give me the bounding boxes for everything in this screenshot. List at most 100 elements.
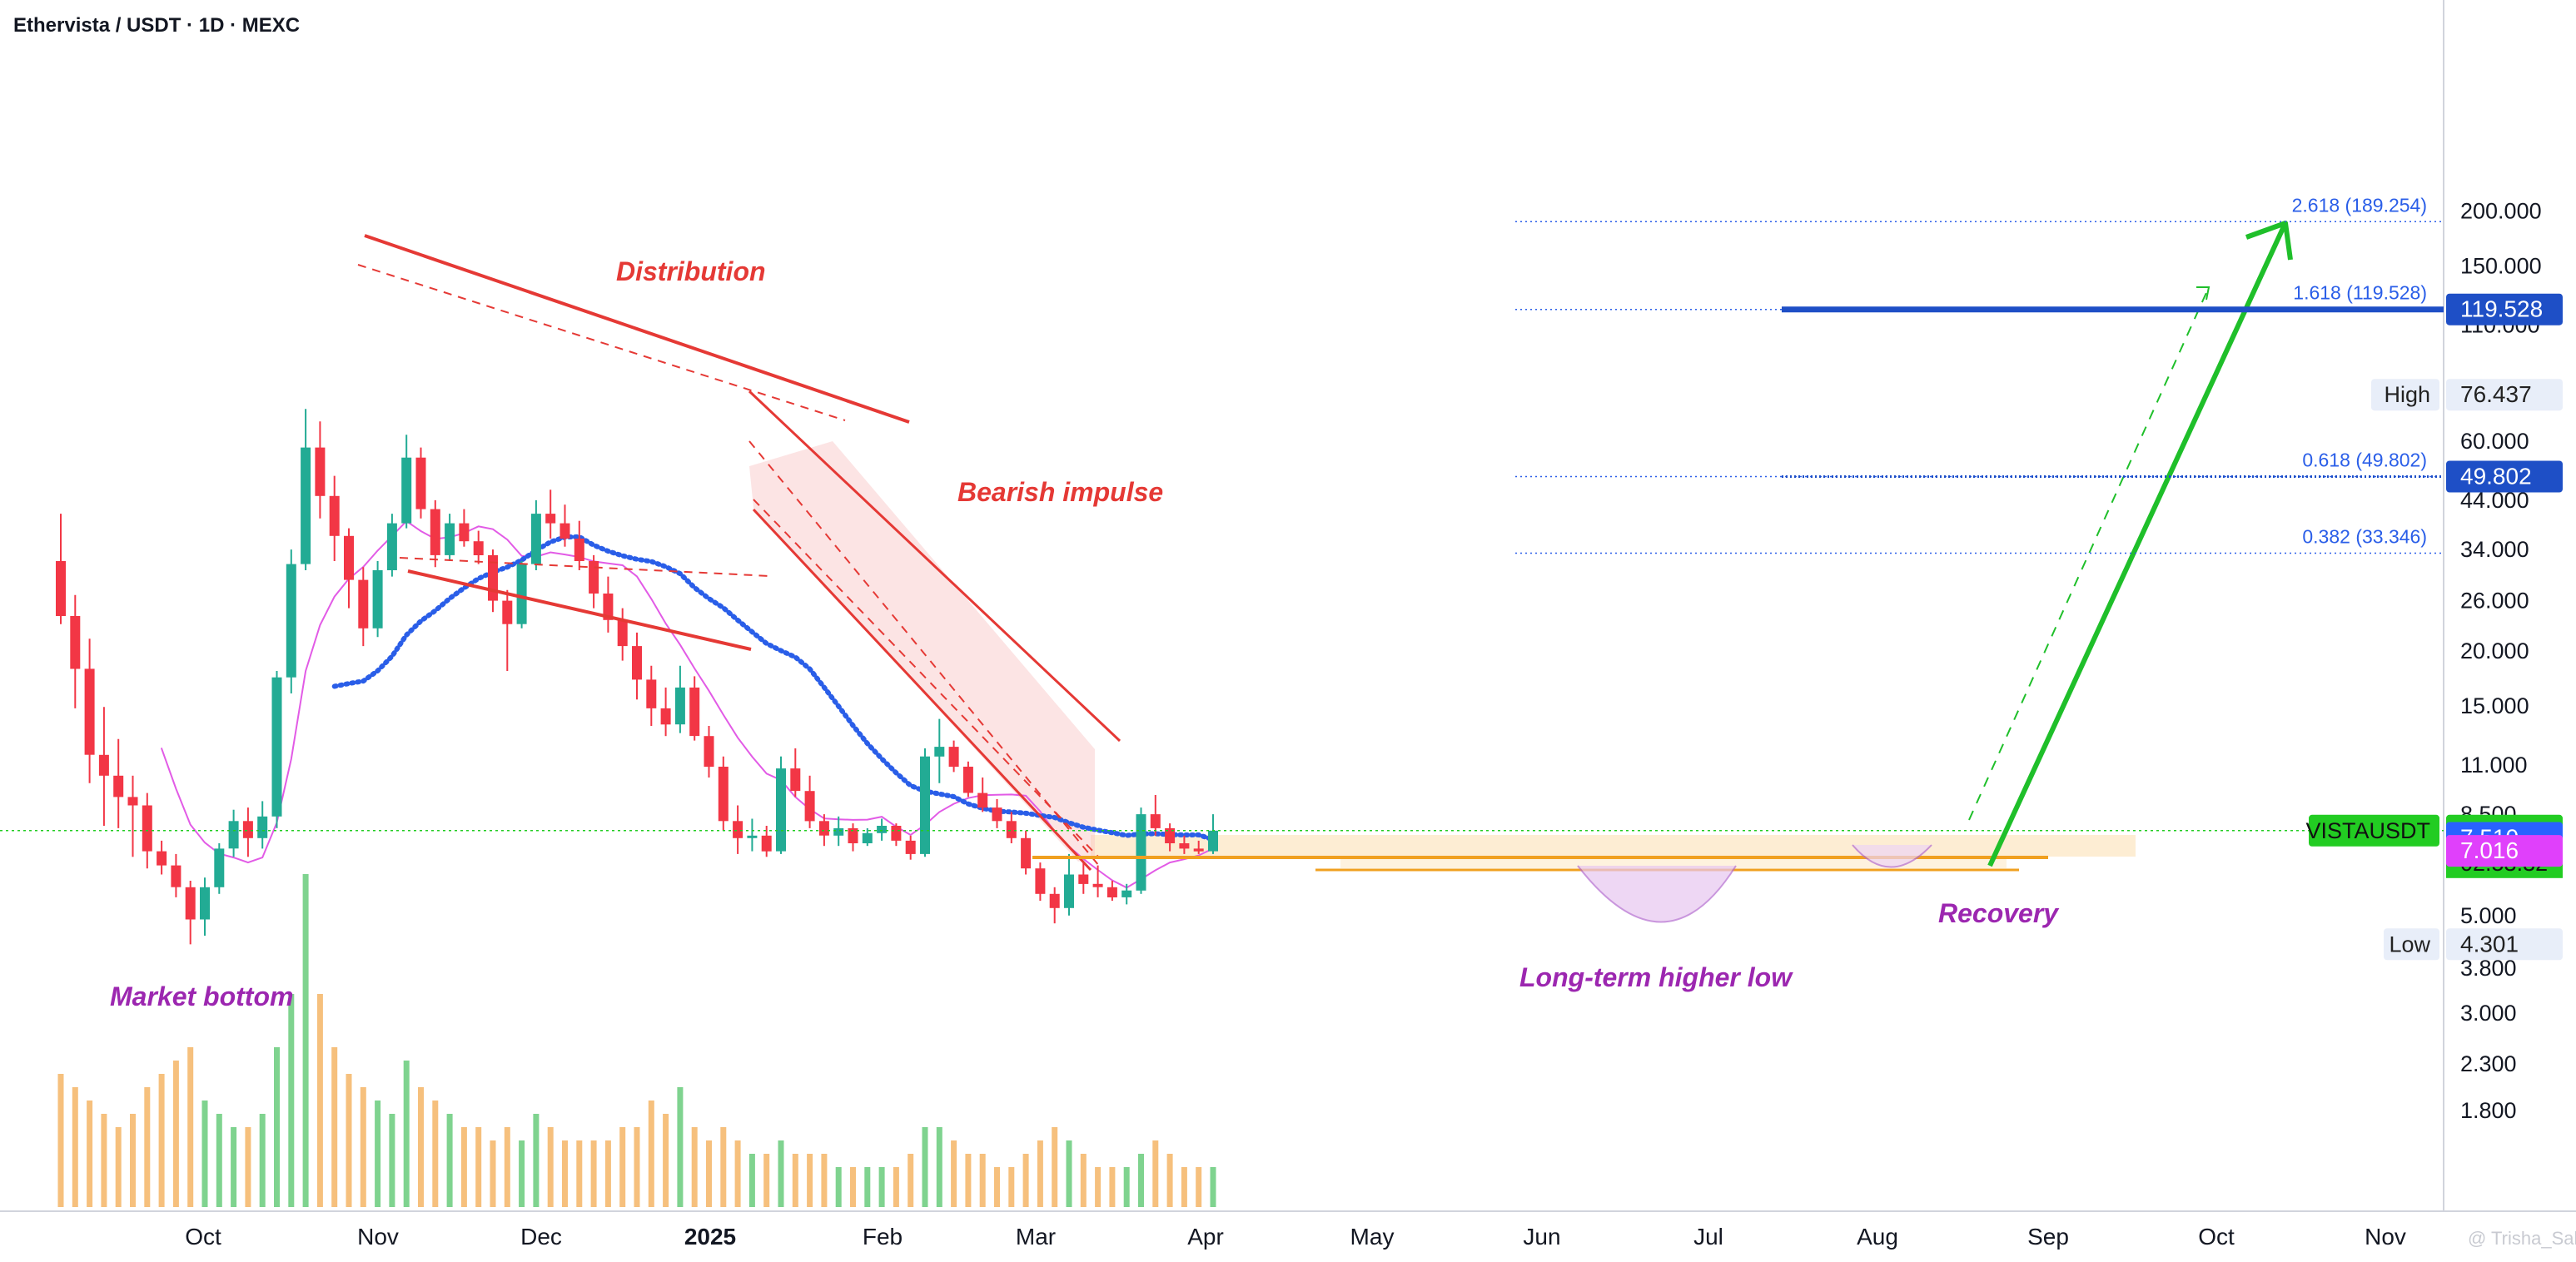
volume-bar xyxy=(691,1127,698,1207)
price-badge-low[interactable]: Low 4.301 xyxy=(2384,928,2563,961)
candle xyxy=(185,881,196,945)
candle xyxy=(386,514,397,577)
fib-level[interactable]: 0.382 (33.346) xyxy=(1515,526,2444,554)
price-badge-fib-1618[interactable]: 119.528 xyxy=(2446,293,2563,325)
volume-bar xyxy=(951,1140,957,1207)
volume-bar xyxy=(619,1127,626,1207)
candle xyxy=(459,509,470,547)
price-tick-label: 60.000 xyxy=(2460,429,2529,454)
volume-bar xyxy=(748,1154,755,1207)
price-tick-label: 200.000 xyxy=(2460,199,2542,224)
time-tick-label: Mar xyxy=(1016,1224,1056,1250)
volume-bar xyxy=(1022,1154,1029,1207)
volume-bar xyxy=(490,1140,496,1207)
time-tick-label: Jul xyxy=(1693,1224,1723,1250)
candle xyxy=(934,718,945,783)
candle xyxy=(473,530,484,564)
volume-bar xyxy=(158,1074,165,1207)
volume-bar xyxy=(302,874,309,1207)
candle xyxy=(200,877,210,936)
candle xyxy=(632,632,642,700)
fib-level[interactable]: 2.618 (189.254) xyxy=(1515,194,2444,223)
candle xyxy=(747,818,758,852)
time-tick-label: Dec xyxy=(520,1224,562,1250)
candle xyxy=(617,608,628,661)
volume-bar xyxy=(288,994,295,1207)
candle xyxy=(1150,795,1161,836)
price-tick-label: 34.000 xyxy=(2460,537,2529,562)
candle xyxy=(891,823,902,847)
time-tick-label: Nov xyxy=(357,1224,399,1250)
volume-bar xyxy=(763,1154,770,1207)
fib-level-label: 0.382 (33.346) xyxy=(2302,526,2427,548)
candle xyxy=(488,549,498,613)
price-badge-value: 4.301 xyxy=(2460,931,2519,956)
candle xyxy=(1121,883,1132,905)
volume-bar xyxy=(1152,1140,1159,1207)
price-badge-fib-0618[interactable]: 49.802 xyxy=(2446,460,2563,493)
candle xyxy=(1021,830,1032,875)
fib-level[interactable]: 1.618 (119.528) xyxy=(1515,282,2444,313)
volume-bar xyxy=(504,1127,510,1207)
ma-blue-line xyxy=(331,534,1216,842)
candle xyxy=(833,816,844,847)
annotation-recovery: Recovery xyxy=(1938,898,2060,928)
candle xyxy=(56,514,66,624)
distribution-lower-midline xyxy=(399,557,771,577)
volume-bar xyxy=(533,1114,540,1207)
price-badge-label: Low xyxy=(2389,932,2430,956)
target-arrowhead xyxy=(2245,221,2293,261)
candle xyxy=(992,798,1002,828)
volume-bar xyxy=(331,1047,338,1207)
volume-bar xyxy=(1166,1154,1173,1207)
volume-bar xyxy=(418,1087,424,1207)
candle xyxy=(1006,812,1017,843)
candle xyxy=(271,671,282,828)
candle xyxy=(329,475,340,561)
price-tick-label: 5.000 xyxy=(2460,903,2517,928)
candle xyxy=(84,638,95,783)
higher-low-arc xyxy=(1577,865,1737,923)
price-badge-label: VISTAUSDT xyxy=(2305,818,2430,843)
candle xyxy=(574,520,584,570)
volume-bar xyxy=(677,1087,684,1207)
volume-bar xyxy=(1123,1167,1130,1207)
volume-bar xyxy=(187,1047,194,1207)
volume-bar xyxy=(432,1101,439,1207)
volume-bar xyxy=(821,1154,828,1207)
volume-bar xyxy=(1052,1127,1058,1207)
volume-bar xyxy=(835,1167,842,1207)
time-tick-label: May xyxy=(1350,1224,1395,1250)
time-tick-label: Jun xyxy=(1523,1224,1560,1250)
time-tick-label: Nov xyxy=(2365,1224,2406,1250)
volume-bar xyxy=(87,1101,93,1207)
volume-bar xyxy=(57,1074,64,1207)
candle xyxy=(445,514,455,561)
volume-bar xyxy=(172,1061,179,1207)
volume-bar xyxy=(778,1140,784,1207)
candle xyxy=(430,499,440,568)
candle xyxy=(1049,887,1060,924)
fib-level[interactable]: 0.618 (49.802) xyxy=(1515,450,2444,478)
annotation-distribution: Distribution xyxy=(616,256,766,286)
candle xyxy=(962,761,973,797)
candle xyxy=(401,435,412,529)
volume-bar xyxy=(101,1114,107,1207)
candle xyxy=(530,499,541,570)
volume-bar xyxy=(375,1101,381,1207)
time-axis-layer: Oct Nov Dec 2025 Feb Mar Apr May Jun Jul Aug Sep Oct… xyxy=(185,1224,2576,1250)
moving-average-layer xyxy=(161,519,1216,889)
volume-bar xyxy=(706,1140,712,1207)
volume-bar xyxy=(648,1101,654,1207)
recovery-arc xyxy=(1852,844,1932,868)
price-badge-value: 7.016 xyxy=(2460,837,2519,863)
candle xyxy=(415,447,426,519)
candle xyxy=(1064,853,1074,916)
candle xyxy=(718,756,729,831)
support-zone xyxy=(1091,835,2136,857)
volume-bar xyxy=(634,1127,640,1207)
volume-bar xyxy=(446,1114,453,1207)
price-badge-high[interactable]: High 76.437 xyxy=(2371,379,2563,411)
volume-bar xyxy=(547,1127,554,1207)
price-badge-ma-magenta[interactable]: 7.016 xyxy=(2446,835,2563,867)
